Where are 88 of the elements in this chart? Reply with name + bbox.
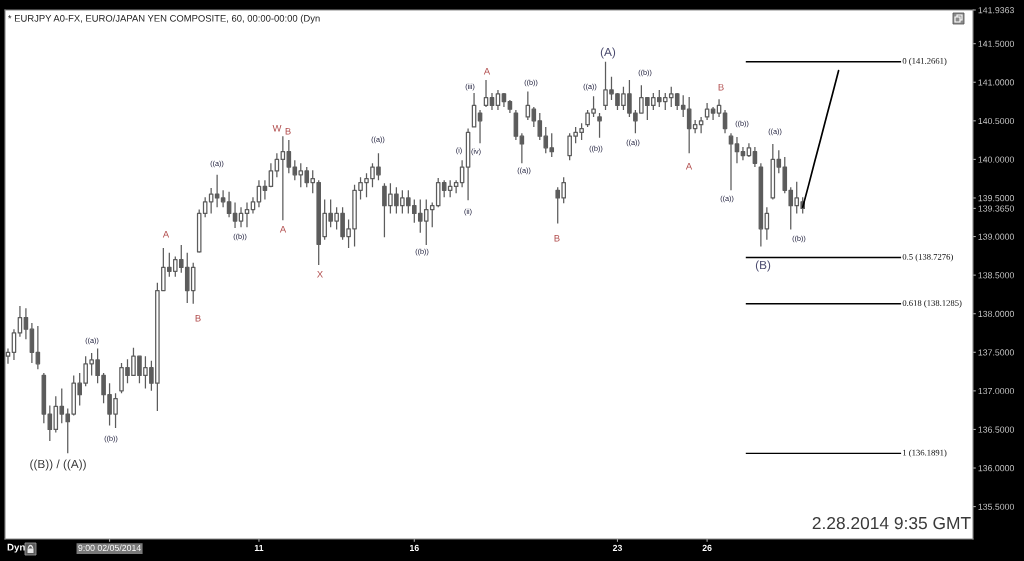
candlestick [728,132,734,191]
candlestick [220,189,226,208]
x-tick-label: 23 [612,544,623,551]
annotation: W [272,124,282,132]
candlestick [489,92,495,111]
annotation: 2.28.2014 9:35 GMT [812,516,971,530]
candlestick [459,159,465,188]
candlestick [29,322,35,364]
candlestick [471,92,477,128]
candlestick [232,201,238,229]
y-tick-label: 140.0000 [978,156,1015,163]
candlestick [226,191,232,218]
x-tick-label: 9:00 02/05/2014 [78,544,141,551]
y-tick-label: 141.5000 [978,40,1015,47]
candlestick [752,146,758,168]
candlestick [238,206,244,228]
candlestick [256,179,262,208]
candlestick [764,206,770,241]
candlestick [680,94,686,118]
line-series [801,69,840,209]
y-tick-label: 139.0000 [978,233,1015,240]
ref-line-label: 0.5 (138.7276) [902,253,953,262]
text: Dyn [7,543,25,553]
candlestick [477,109,483,144]
x-tick-label: 16 [409,544,419,551]
candlestick [35,325,41,370]
annotation: A [279,225,287,233]
annotation: B [554,234,560,242]
candlestick [214,174,220,208]
candlestick [262,179,268,201]
annotation: A [483,67,491,75]
y-tick-label: 136.0000 [978,465,1015,472]
candlestick [250,196,256,215]
y-tick-label: 139.3650 [978,205,1015,212]
candlestick [758,162,764,248]
y-tick-label: 141.0000 [978,79,1015,86]
annotation: B [195,314,201,322]
candlestick [274,152,280,178]
annotation: X [317,270,323,278]
candlestick [11,328,17,361]
candlestick [698,116,704,134]
ref-line-label: 0 (141.2661) [902,57,947,66]
annotation: (B) [755,260,771,272]
candlestick [17,305,23,338]
annotation: B [285,127,291,135]
candlestick [483,79,489,108]
candlestick [716,98,722,118]
y-tick-label: 136.5000 [978,426,1015,433]
candlestick [465,127,471,201]
annotation: B [718,83,724,91]
ref-line-label: 0.618 (138.1285) [902,299,962,308]
candlestick [722,109,728,134]
y-tick-label: 138.0000 [978,310,1015,317]
candlestick [507,99,513,114]
y-tick-label: 138.5000 [978,272,1015,279]
y-tick-label: 135.5000 [978,503,1015,510]
candlestick [734,136,740,164]
annotation: A [685,162,693,170]
candlestick [740,146,746,161]
candlestick [244,201,250,228]
candlestick [23,307,29,340]
candlestick [268,162,274,188]
x-tick-label: 11 [254,544,264,551]
y-tick-label: 140.5000 [978,117,1015,125]
candlestick [549,132,555,158]
candlestick [519,132,525,164]
candlestick [710,106,716,121]
y-tick-label: 139.5000 [978,195,1015,202]
y-tick-label: 137.5000 [978,349,1015,356]
annotation: (A) [600,47,616,59]
candlestick [208,187,214,215]
annotation: A [162,230,170,238]
candlestick [597,112,602,139]
candlestick [746,142,752,158]
candlestick [513,109,519,141]
x-tick-label: 26 [702,544,712,551]
chart-title: * EURJPY A0-FX, EURO/JAPAN YEN COMPOSITE, 60, 00:00-00:00 (Dyn [8,14,320,24]
candlestick [453,179,459,194]
candlestick [501,92,507,108]
candlestick [704,102,710,121]
candlestick [692,119,698,134]
candlestick [686,96,692,154]
y-tick-label: 137.0000 [978,387,1015,395]
candlestick [495,89,501,111]
ref-line-label: 1 (136.1891) [903,449,947,458]
y-tick-label: 141.9363 [978,7,1014,14]
candlestick [280,135,286,221]
annotation: ((B)) / ((A)) [30,459,86,471]
